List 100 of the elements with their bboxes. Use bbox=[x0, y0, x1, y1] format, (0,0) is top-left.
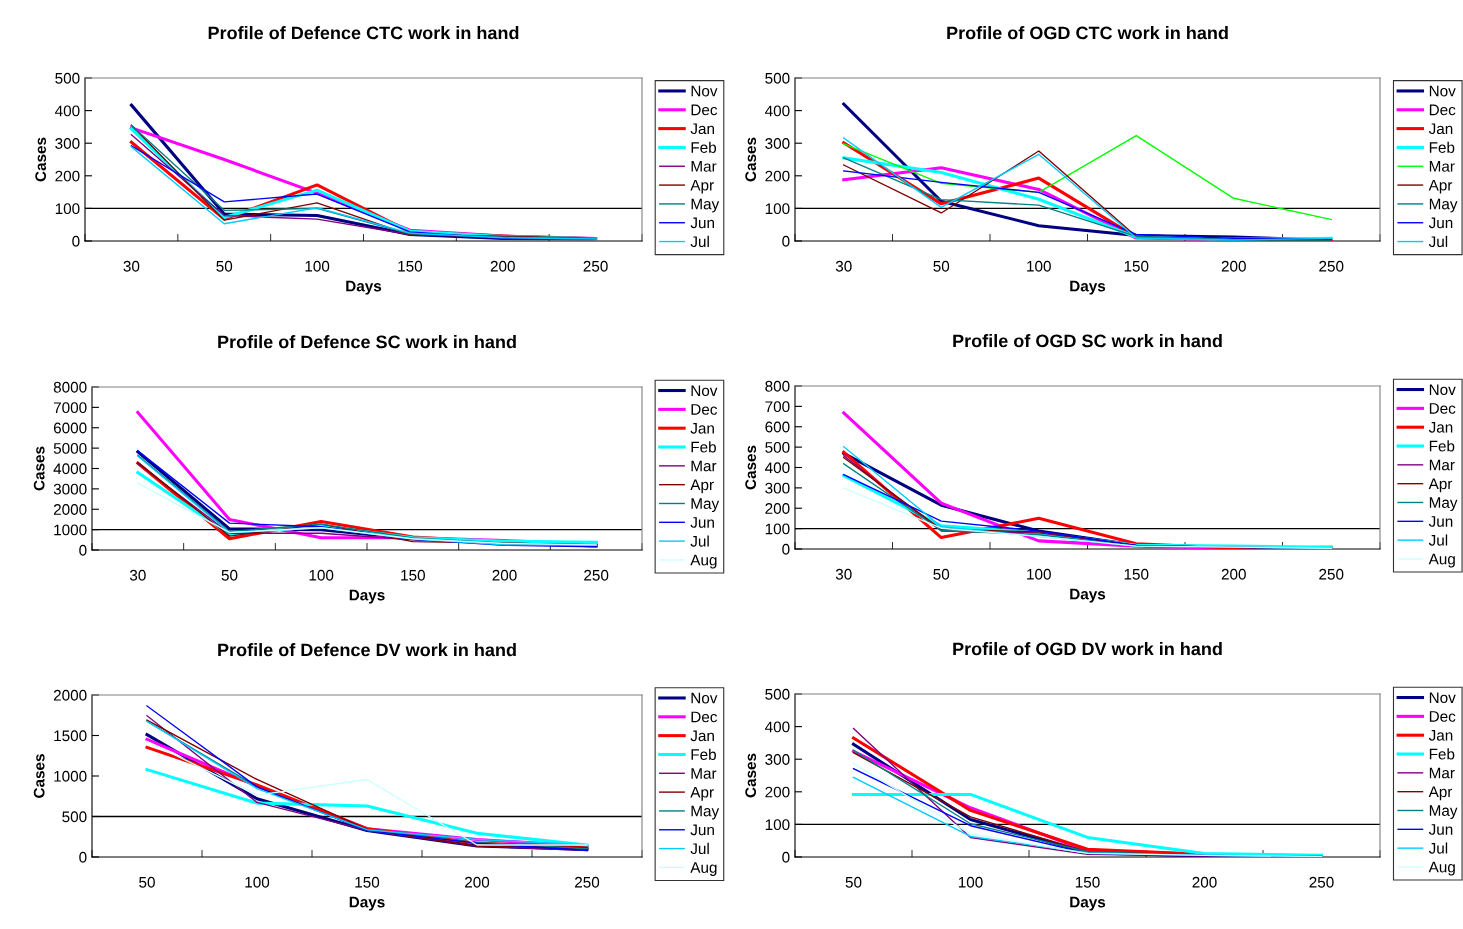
y-tick-label: 200 bbox=[765, 503, 790, 514]
legend-label: Jan bbox=[1428, 422, 1453, 433]
x-tick-label: 100 bbox=[1027, 568, 1051, 580]
legend-label: Feb bbox=[1429, 748, 1455, 760]
legend-label: Dec bbox=[691, 404, 718, 415]
y-tick-label: 300 bbox=[765, 754, 790, 765]
legend-label: Jul bbox=[1428, 842, 1448, 854]
y-tick-label: 500 bbox=[765, 72, 790, 84]
legend-label: May bbox=[691, 805, 720, 820]
legend-label: Aug bbox=[690, 554, 717, 569]
legend-label: Apr bbox=[690, 179, 714, 194]
legend-label: Jul bbox=[690, 535, 709, 547]
y-tick-label: 600 bbox=[765, 421, 790, 433]
legend-label: Apr bbox=[690, 479, 714, 494]
x-tick-label: 250 bbox=[1319, 260, 1344, 272]
x-tick-label: 100 bbox=[245, 876, 270, 888]
x-axis-title: Days bbox=[1070, 280, 1106, 295]
x-tick-label: 50 bbox=[933, 260, 950, 272]
legend-label: Jul bbox=[690, 842, 709, 855]
chart-title: Profile of Defence CTC work in hand bbox=[208, 26, 519, 40]
y-tick-label: 500 bbox=[765, 688, 790, 700]
y-tick-label: 200 bbox=[765, 786, 790, 798]
legend-label: May bbox=[1429, 198, 1458, 213]
y-tick-label: 500 bbox=[55, 72, 80, 84]
legend-label: Jan bbox=[1428, 123, 1453, 135]
y-axis-title: Cases bbox=[33, 754, 45, 798]
y-tick-label: 300 bbox=[765, 138, 790, 149]
y-tick-label: 0 bbox=[79, 544, 87, 556]
x-tick-label: 100 bbox=[309, 569, 334, 581]
legend-label: Nov bbox=[691, 85, 718, 97]
legend-label: Jun bbox=[690, 217, 714, 229]
legend-label: Mar bbox=[691, 161, 717, 172]
x-tick-label: 50 bbox=[933, 568, 950, 580]
x-tick-label: 50 bbox=[221, 569, 238, 581]
legend-label: Apr bbox=[1428, 478, 1453, 493]
y-tick-label: 1500 bbox=[54, 730, 87, 742]
x-tick-label: 50 bbox=[216, 260, 233, 272]
y-axis-title: Cases bbox=[33, 446, 45, 491]
y-axis-title: Cases bbox=[35, 137, 47, 182]
y-tick-label: 500 bbox=[62, 811, 87, 823]
y-tick-label: 300 bbox=[55, 138, 80, 149]
x-tick-label: 30 bbox=[129, 569, 146, 581]
y-tick-label: 400 bbox=[765, 105, 790, 117]
legend-label: Jun bbox=[1428, 516, 1453, 527]
legend-label: Mar bbox=[691, 460, 717, 472]
legend-label: Jun bbox=[690, 824, 714, 836]
y-tick-label: 500 bbox=[765, 441, 790, 453]
x-tick-label: 30 bbox=[123, 260, 140, 272]
x-tick-label: 100 bbox=[1027, 260, 1051, 272]
x-tick-label: 200 bbox=[492, 569, 517, 581]
y-tick-label: 100 bbox=[55, 203, 80, 215]
legend-label: Nov bbox=[1429, 692, 1456, 704]
y-tick-label: 400 bbox=[55, 105, 80, 117]
y-tick-label: 0 bbox=[782, 235, 790, 247]
x-tick-label: 30 bbox=[835, 260, 852, 272]
legend-label: Mar bbox=[1429, 161, 1455, 172]
x-tick-label: 50 bbox=[845, 876, 862, 888]
legend-label: Apr bbox=[1428, 786, 1453, 801]
legend-label: Jul bbox=[1428, 534, 1448, 546]
y-tick-label: 800 bbox=[765, 380, 790, 392]
legend-label: Mar bbox=[1429, 459, 1455, 471]
y-axis-title: Cases bbox=[745, 137, 757, 182]
chart-title: Profile of Defence DV work in hand bbox=[218, 643, 516, 657]
y-tick-label: 3000 bbox=[53, 483, 87, 495]
legend-label: Feb bbox=[691, 748, 716, 760]
legend-label: Apr bbox=[1428, 179, 1453, 194]
x-tick-label: 200 bbox=[465, 876, 490, 888]
y-axis-title: Cases bbox=[745, 445, 757, 490]
legend-label: Jun bbox=[1428, 824, 1453, 835]
y-tick-label: 5000 bbox=[53, 442, 87, 454]
legend-label: Mar bbox=[1429, 767, 1455, 779]
y-axis-title: Cases bbox=[745, 753, 757, 798]
legend-label: Nov bbox=[1429, 384, 1456, 396]
x-axis-title: Days bbox=[1070, 896, 1106, 911]
y-tick-label: 4000 bbox=[53, 463, 87, 475]
x-tick-label: 150 bbox=[401, 569, 425, 581]
legend-label: Feb bbox=[691, 141, 717, 153]
y-tick-label: 7000 bbox=[53, 402, 87, 414]
legend-label: Jan bbox=[1428, 730, 1453, 741]
y-tick-label: 2000 bbox=[53, 504, 87, 515]
y-tick-label: 200 bbox=[765, 170, 790, 182]
x-tick-label: 250 bbox=[575, 876, 600, 888]
x-tick-label: 200 bbox=[1192, 876, 1217, 888]
y-tick-label: 300 bbox=[765, 482, 790, 494]
legend-label: Jan bbox=[690, 423, 714, 434]
x-tick-label: 250 bbox=[583, 260, 608, 272]
y-tick-label: 0 bbox=[782, 851, 790, 863]
x-tick-label: 200 bbox=[490, 260, 515, 272]
x-tick-label: 150 bbox=[1124, 260, 1149, 272]
x-tick-label: 200 bbox=[1221, 568, 1246, 580]
x-tick-label: 150 bbox=[1075, 876, 1100, 888]
legend-label: Nov bbox=[691, 385, 718, 397]
legend-label: Aug bbox=[1428, 553, 1455, 568]
y-tick-label: 1000 bbox=[54, 524, 87, 536]
legend-label: Nov bbox=[1429, 85, 1456, 97]
legend-label: Jun bbox=[690, 517, 714, 528]
y-tick-label: 100 bbox=[765, 819, 790, 831]
legend-label: Nov bbox=[691, 692, 718, 704]
x-tick-label: 100 bbox=[958, 876, 983, 888]
legend-label: Feb bbox=[1429, 440, 1455, 452]
